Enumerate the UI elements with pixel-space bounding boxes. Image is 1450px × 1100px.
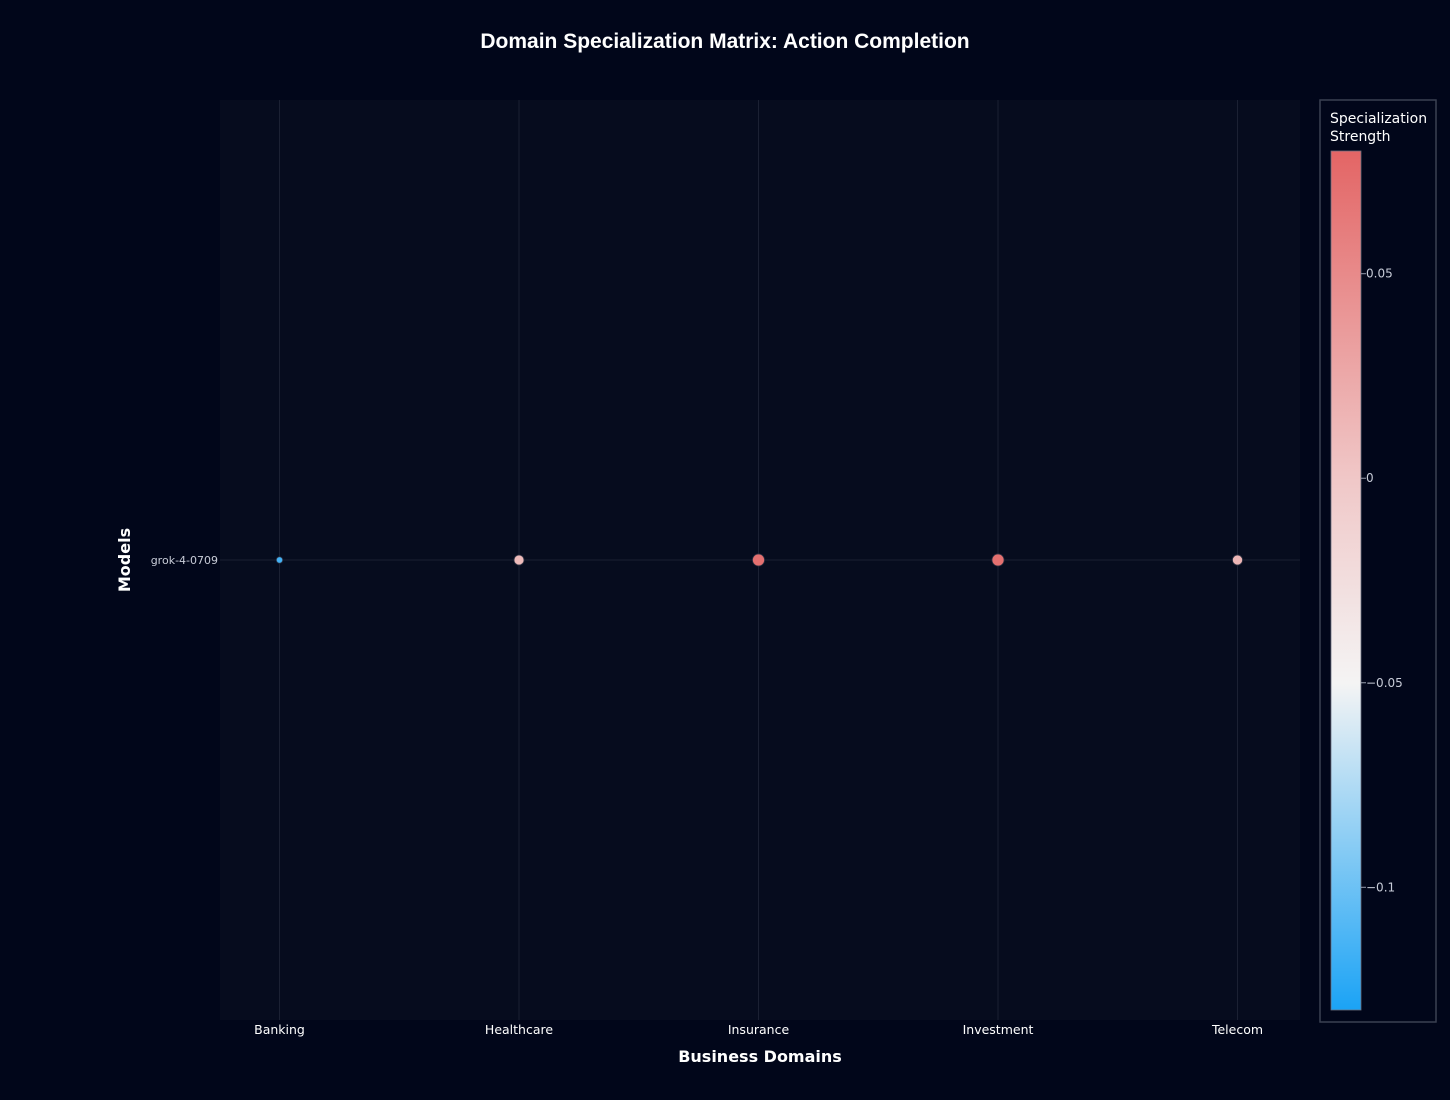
data-point xyxy=(275,556,284,564)
colorbar-tick-label: 0.05 xyxy=(1366,267,1393,281)
data-points xyxy=(275,553,1243,567)
colorbar-ticks: 0.05 0 −0.05 −0.1 xyxy=(1361,267,1403,894)
x-tick-label: Investment xyxy=(963,1022,1034,1037)
x-tick-label: Insurance xyxy=(728,1022,790,1037)
colorbar-frame xyxy=(1319,99,1437,1023)
colorbar-scale xyxy=(1330,150,1362,1011)
x-tick-label: Telecom xyxy=(1211,1022,1263,1037)
x-tick-label: Healthcare xyxy=(485,1022,553,1037)
colorbar: Specialization Strength 0.05 0 −0.05 −0.1 xyxy=(1319,99,1437,1023)
data-point xyxy=(513,554,525,566)
chart-title: Domain Specialization Matrix: Action Com… xyxy=(480,30,969,53)
colorbar-tick-label: −0.1 xyxy=(1366,880,1395,894)
y-tick-label: grok-4-0709 xyxy=(151,554,218,567)
colorbar-tick-label: −0.05 xyxy=(1366,676,1403,690)
x-axis-title: Business Domains xyxy=(678,1047,842,1066)
colorbar-title-line-2: Strength xyxy=(1330,129,1391,145)
y-axis-title: Models xyxy=(115,528,134,592)
y-tick-labels: grok-4-0709 xyxy=(151,554,218,567)
x-tick-label: Banking xyxy=(254,1022,305,1037)
x-tick-labels: Banking Healthcare Insurance Investment Tele… xyxy=(254,1022,1263,1037)
data-point xyxy=(752,553,765,567)
colorbar-tick-label: 0 xyxy=(1366,471,1374,485)
colorbar-title-line-1: Specialization xyxy=(1330,111,1427,127)
data-point xyxy=(991,553,1005,567)
colorbar-title: Specialization Strength xyxy=(1330,111,1432,145)
data-point xyxy=(1232,554,1243,566)
